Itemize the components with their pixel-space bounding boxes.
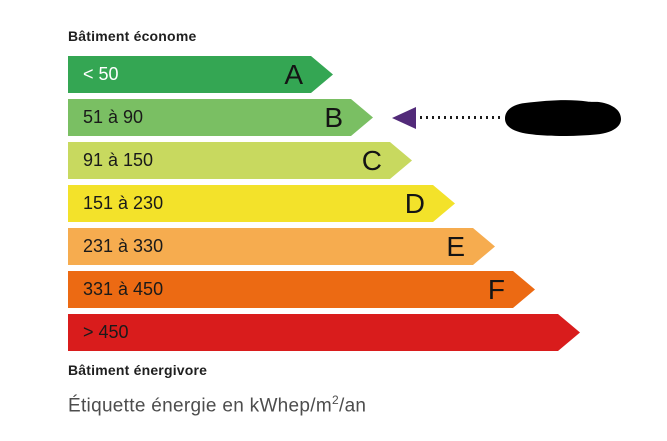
band-letter: F (487, 273, 505, 305)
band-letter: A (284, 58, 303, 90)
chart-caption: Étiquette énergie en kWhep/m2/an (68, 393, 366, 417)
caption-prefix: Étiquette énergie en kWhep/m (68, 395, 332, 417)
energy-band-bar: 231 à 330 E (68, 228, 495, 265)
band-letter: D (404, 187, 425, 219)
energy-band-row-g: > 450 (68, 314, 580, 351)
band-range-label: 91 à 150 (83, 150, 154, 170)
energy-band-row-c: 91 à 150 C (68, 142, 580, 179)
band-letter: B (324, 101, 343, 133)
energy-band-bar: < 50 A (68, 56, 333, 93)
caption-superscript: 2 (332, 393, 339, 407)
energy-bands: < 50 A 51 à 90 B 91 à 150 C 151 à 230 D (68, 56, 580, 357)
band-range-label: 231 à 330 (83, 236, 164, 256)
energy-band-row-a: < 50 A (68, 56, 580, 93)
band-range-label: 331 à 450 (83, 279, 164, 299)
energy-band-bar: 331 à 450 F (68, 271, 535, 308)
band-range-label: < 50 (83, 64, 119, 84)
energy-band-bar: 51 à 90 B (68, 99, 373, 136)
economical-building-label: Bâtiment économe (68, 28, 197, 44)
dotted-connector (420, 116, 500, 119)
energy-band-bar: 91 à 150 C (68, 142, 412, 179)
energy-band-row-f: 331 à 450 F (68, 271, 580, 308)
energy-band-bar: > 450 (68, 314, 580, 351)
band-letter: C (361, 144, 382, 176)
rating-pointer (392, 99, 623, 136)
caption-suffix: /an (338, 395, 367, 417)
band-letter: E (446, 230, 465, 262)
energy-band-row-b: 51 à 90 B (68, 99, 580, 136)
redaction-blob (505, 99, 621, 136)
arrow-left-icon (392, 106, 416, 129)
energy-band-row-e: 231 à 330 E (68, 228, 580, 265)
band-range-label: > 450 (83, 322, 129, 342)
energy-intensive-building-label: Bâtiment énergivore (68, 362, 208, 378)
band-range-label: 51 à 90 (83, 107, 144, 127)
energy-band-row-d: 151 à 230 D (68, 185, 580, 222)
band-range-label: 151 à 230 (83, 193, 164, 213)
energy-band-bar: 151 à 230 D (68, 185, 455, 222)
